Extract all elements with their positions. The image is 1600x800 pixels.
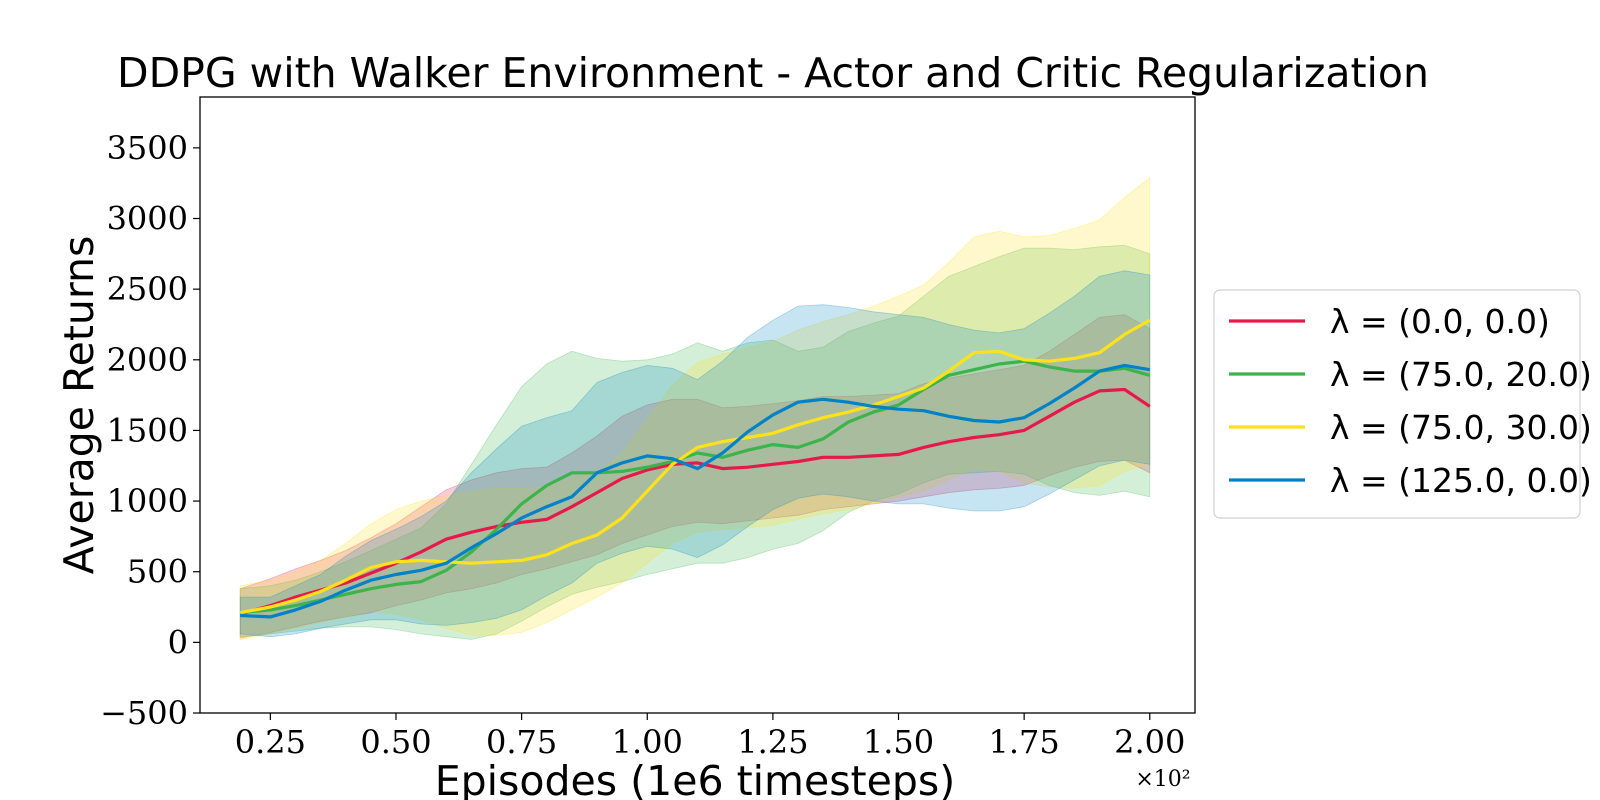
chart-title: DDPG with Walker Environment - Actor and… — [117, 49, 1429, 97]
x-axis-label: Episodes (1e6 timesteps) — [435, 757, 956, 800]
y-tick-label: 0 — [168, 623, 188, 661]
line-75-0-20-0 — [240, 359, 1151, 615]
line-125-0-0-0 — [240, 363, 1151, 619]
y-tick-label: 3000 — [107, 200, 188, 238]
series-lines — [239, 318, 1151, 619]
legend: λ = (0.0, 0.0) λ = (75.0, 20.0) λ = (75.0,… — [1213, 289, 1592, 519]
band-0-0-0-0 — [239, 314, 1151, 639]
x-tick-label: 1.50 — [863, 723, 934, 761]
y-tick-label: 1000 — [107, 482, 188, 520]
y-axis-label: Average Returns — [55, 236, 103, 575]
x-tick-label: 0.25 — [235, 723, 306, 761]
legend-label: λ = (125.0, 0.0) — [1330, 461, 1592, 500]
line-75-0-30-0 — [239, 318, 1151, 615]
y-tick-label: 2000 — [107, 341, 188, 379]
x-tick-label: 1.75 — [989, 723, 1060, 761]
legend-label: λ = (75.0, 30.0) — [1330, 408, 1592, 447]
y-axis: −500 0 500 1000 1500 2000 2500 3000 3500 — [100, 129, 200, 732]
x-tick-label: 0.50 — [360, 723, 431, 761]
legend-box — [1213, 289, 1581, 519]
x-axis: 0.25 0.50 0.75 1.00 1.25 1.50 1.75 2.00 — [235, 713, 1185, 761]
legend-label: λ = (75.0, 20.0) — [1330, 355, 1592, 394]
x-tick-label: 2.00 — [1114, 723, 1185, 761]
y-tick-label: 3500 — [107, 129, 188, 167]
legend-label: λ = (0.0, 0.0) — [1330, 302, 1550, 341]
x-axis-multiplier: ×10² — [1135, 767, 1190, 792]
plot-frame — [199, 96, 1196, 714]
x-tick-label: 1.25 — [737, 723, 808, 761]
y-tick-label: 1500 — [107, 411, 188, 449]
x-tick-label: 1.00 — [612, 723, 683, 761]
band-75-0-30-0 — [239, 176, 1151, 640]
y-tick-label: −500 — [100, 694, 188, 732]
x-tick-label: 0.75 — [486, 723, 557, 761]
band-75-0-20-0 — [239, 244, 1151, 640]
y-tick-label: 500 — [127, 553, 188, 591]
y-tick-label: 2500 — [107, 270, 188, 308]
